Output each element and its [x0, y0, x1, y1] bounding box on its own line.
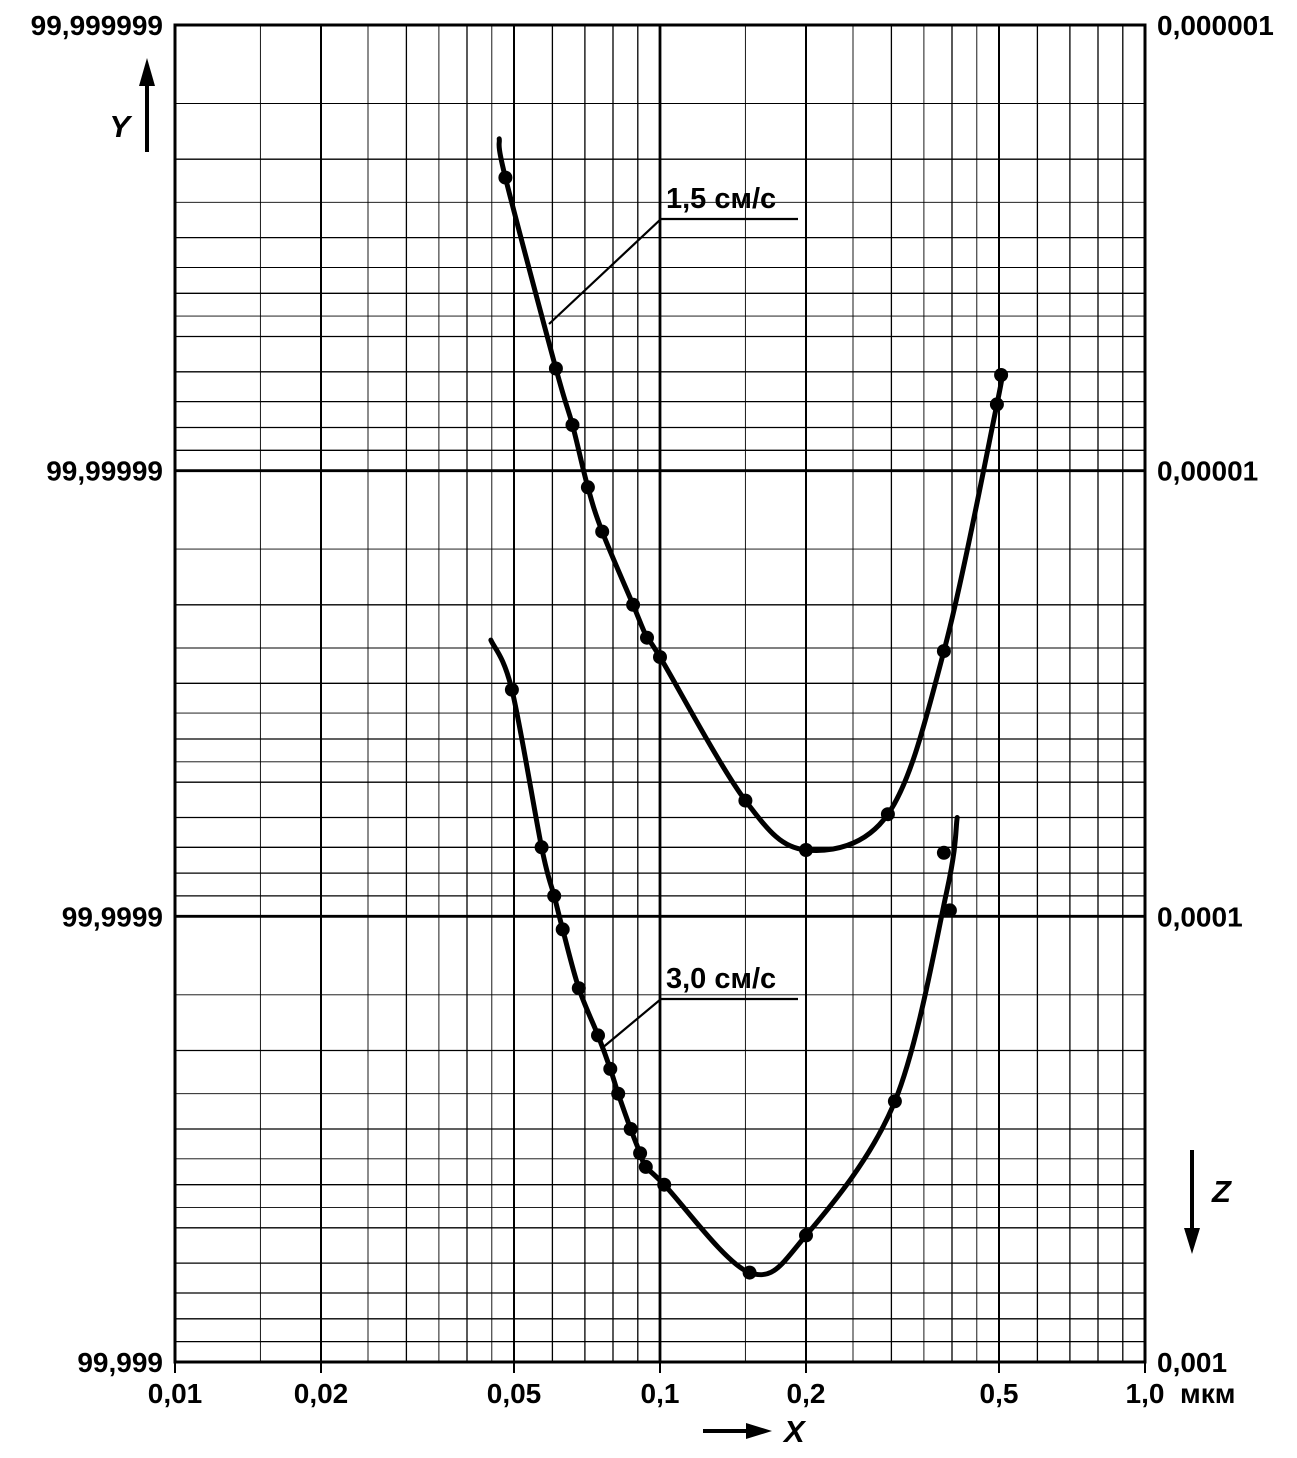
- left-axis-tick-label: 99,99999: [46, 456, 163, 487]
- data-point: [548, 361, 563, 376]
- data-point: [633, 1146, 648, 1161]
- left-axis-tick-label: 99,999999: [31, 10, 163, 41]
- data-point: [603, 1061, 618, 1076]
- data-point: [989, 397, 1004, 412]
- right-axis-tick-label: 0,001: [1157, 1347, 1227, 1378]
- data-point: [640, 630, 654, 645]
- data-point: [742, 1265, 757, 1280]
- right-axis-tick-label: 0,00001: [1157, 456, 1258, 487]
- left-axis-tick-label: 99,999: [77, 1347, 163, 1378]
- x-axis-letter: X: [782, 1414, 807, 1449]
- data-point: [936, 644, 951, 659]
- data-point: [555, 922, 570, 937]
- data-point: [738, 793, 753, 808]
- right-axis-tick-label: 0,0001: [1157, 901, 1243, 932]
- x-tick-label: 0,05: [487, 1378, 542, 1409]
- data-point: [565, 418, 580, 432]
- data-point: [611, 1086, 626, 1101]
- x-tick-label: 0,02: [294, 1378, 349, 1409]
- series-label-2: 3,0 см/с: [666, 963, 776, 995]
- x-tick-label: 0,01: [148, 1378, 203, 1409]
- y-axis-letter: Y: [109, 109, 133, 144]
- data-point: [571, 981, 586, 996]
- axis-arrows: Y X Z: [109, 58, 1232, 1449]
- data-point: [936, 845, 951, 860]
- data-point: [623, 1122, 638, 1136]
- data-curves: [488, 136, 1009, 1280]
- data-point: [595, 524, 610, 539]
- z-axis-arrow-head: [1184, 1228, 1200, 1254]
- curve-annotations: 1,5 см/с 3,0 см/с: [548, 183, 798, 1050]
- data-point: [880, 807, 895, 822]
- axis-tick-labels: 0,01 0,02 0,05 0,1 0,2 0,5 1,0 мкм 99,999999 99,9…: [31, 10, 1274, 1409]
- data-point: [994, 368, 1009, 382]
- data-point: [638, 1159, 653, 1174]
- right-axis-tick-label: 0,000001: [1157, 10, 1274, 41]
- series-curve-1: [496, 136, 1005, 853]
- x-tick-label: 0,1: [641, 1378, 680, 1409]
- left-axis-tick-label: 99,9999: [62, 901, 163, 932]
- x-tick-label: 0,5: [980, 1378, 1019, 1409]
- data-point: [547, 888, 562, 903]
- annotation-leader-line-1: [548, 217, 798, 325]
- data-point: [504, 682, 519, 697]
- data-point: [534, 840, 549, 855]
- x-tick-label: 1,0: [1126, 1378, 1165, 1409]
- data-point: [942, 903, 957, 918]
- data-point: [498, 170, 513, 185]
- x-tick-label: 0,2: [787, 1378, 826, 1409]
- data-point: [887, 1094, 902, 1109]
- x-axis-unit-label: мкм: [1180, 1378, 1235, 1409]
- y-axis-arrow-head: [139, 58, 155, 86]
- data-point: [657, 1177, 672, 1192]
- z-axis-letter: Z: [1211, 1174, 1232, 1209]
- annotation-leader-line-2: [600, 997, 798, 1050]
- x-axis-arrow-head: [746, 1423, 772, 1439]
- data-point: [626, 597, 641, 612]
- grid-lines: [175, 25, 1145, 1362]
- series-label-1: 1,5 см/с: [666, 183, 776, 215]
- data-point: [799, 843, 813, 857]
- series-curve-2: [488, 637, 960, 1278]
- data-point: [580, 480, 595, 495]
- data-point: [799, 1228, 813, 1243]
- data-point: [591, 1028, 605, 1043]
- data-point: [653, 650, 667, 665]
